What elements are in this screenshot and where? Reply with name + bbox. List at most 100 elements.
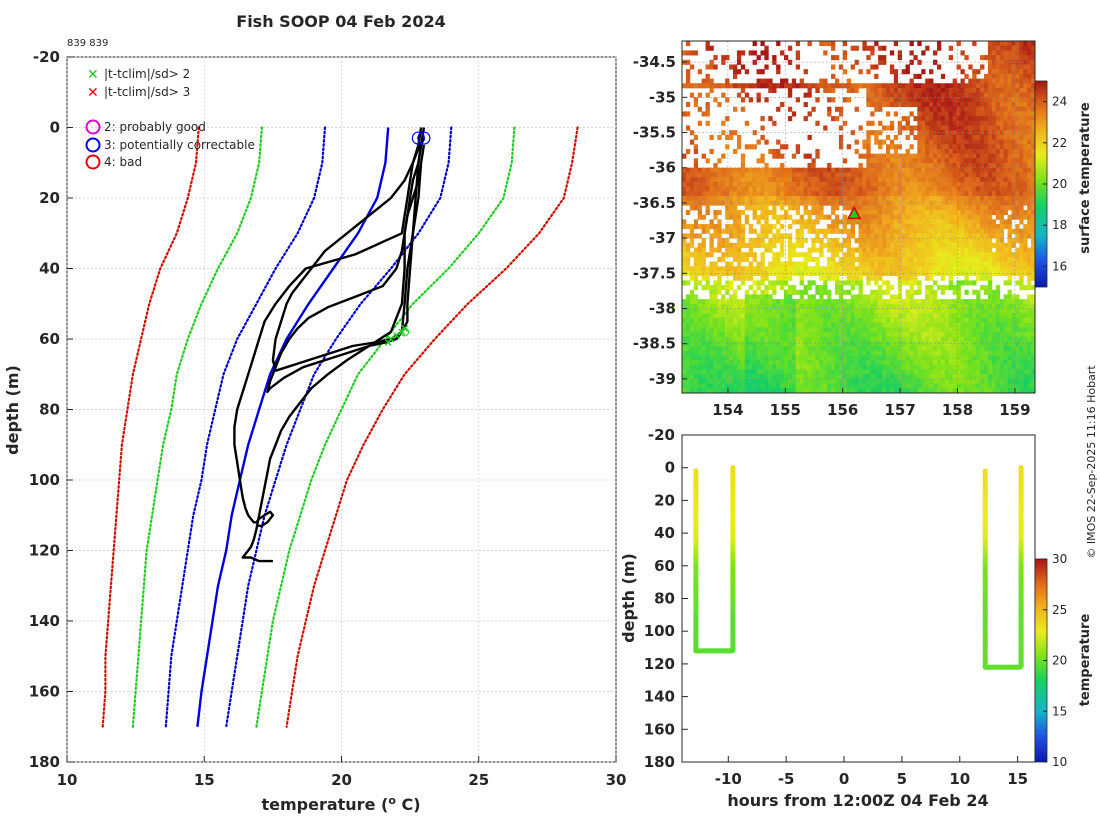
- sst-cell: [783, 364, 789, 370]
- sst-cell: [685, 327, 691, 333]
- sst-cell: [925, 167, 930, 173]
- sst-cell: [858, 336, 863, 342]
- sst-cell: [960, 172, 965, 178]
- sst-cell: [705, 346, 710, 352]
- sst-cell: [885, 256, 891, 262]
- sst-cell: [960, 303, 965, 309]
- sst-cell: [964, 134, 969, 140]
- sst-cell: [693, 83, 699, 89]
- sst-cell: [709, 331, 714, 338]
- sst-cell: [744, 195, 750, 201]
- sst-cell: [987, 364, 993, 370]
- sst-cell: [705, 111, 710, 117]
- sst-cell: [842, 374, 848, 380]
- sst-cell: [791, 177, 797, 183]
- sst-cell: [925, 195, 930, 201]
- sst-cell: [897, 97, 903, 103]
- sst-cell: [972, 252, 977, 258]
- sst-cell: [991, 252, 997, 258]
- sst-cell: [795, 233, 801, 239]
- sst-cell: [952, 303, 957, 309]
- sst-cell: [748, 261, 753, 267]
- sst-cell: [776, 153, 781, 159]
- sst-cell: [799, 233, 804, 239]
- sst-cell: [823, 191, 828, 197]
- sst-cell: [795, 195, 801, 201]
- sst-cell: [740, 256, 746, 262]
- sst-cell: [893, 41, 899, 47]
- sst-cell: [811, 219, 816, 225]
- sst-cell: [772, 83, 777, 89]
- sst-cell: [697, 308, 703, 314]
- sst-cell: [925, 45, 930, 51]
- sst-cell: [721, 228, 726, 234]
- sst-cell: [870, 228, 875, 234]
- sst-cell: [968, 125, 973, 131]
- sst-cell: [1011, 238, 1016, 244]
- sst-cell: [889, 364, 895, 370]
- sst-cell: [689, 177, 695, 183]
- sst-cell: [827, 303, 832, 309]
- profile-y-tick-label: 140: [29, 612, 60, 630]
- sst-cell: [685, 266, 691, 272]
- sst-cell: [787, 294, 793, 300]
- sst-cell: [936, 331, 942, 338]
- sst-cell: [729, 224, 734, 230]
- sst-cell: [791, 327, 797, 333]
- sst-cell: [862, 317, 867, 323]
- sst-cell: [1015, 64, 1020, 70]
- sst-cell: [838, 261, 844, 267]
- sst-cell: [803, 186, 808, 192]
- sst-cell: [921, 181, 926, 187]
- sst-cell: [682, 186, 687, 192]
- sst-cell: [803, 346, 808, 352]
- sst-cell: [964, 364, 969, 370]
- sst-cell: [780, 195, 785, 201]
- sst-cell: [882, 355, 887, 361]
- sst-cell: [1011, 102, 1016, 108]
- sst-cell: [913, 364, 918, 370]
- sst-cell: [701, 331, 706, 338]
- sst-cell: [1011, 364, 1016, 370]
- sst-cell: [842, 181, 848, 187]
- sst-cell: [760, 191, 765, 197]
- sst-cell: [1015, 322, 1020, 328]
- sst-cell: [768, 294, 773, 300]
- sst-cell: [1007, 177, 1012, 183]
- sst-cell: [834, 280, 840, 286]
- sst-cell: [885, 355, 891, 361]
- sst-cell: [811, 172, 816, 178]
- sst-cell: [909, 322, 914, 328]
- sst-cell: [925, 256, 930, 262]
- sst-cell: [917, 247, 922, 253]
- sst-cell: [807, 209, 812, 216]
- sst-cell: [921, 313, 926, 319]
- sst-cell: [823, 350, 828, 356]
- sst-cell: [870, 336, 875, 342]
- sst-cell: [976, 242, 981, 248]
- sst-cell: [995, 55, 1001, 61]
- sst-cell: [697, 252, 703, 258]
- sst-cell: [827, 289, 832, 295]
- sst-cell: [984, 355, 989, 361]
- sst-cell: [744, 256, 750, 262]
- sst-cell: [748, 303, 753, 309]
- sst-cell: [834, 55, 840, 61]
- sst-cell: [846, 346, 852, 352]
- sst-cell: [995, 252, 1001, 258]
- sst-cell: [850, 87, 855, 94]
- sst-cell: [780, 102, 785, 108]
- sst-cell: [725, 144, 730, 150]
- sst-cell: [866, 45, 871, 51]
- sst-cell: [1023, 148, 1028, 155]
- sst-cell: [972, 336, 977, 342]
- sst-cell: [780, 186, 785, 192]
- sst-cell: [866, 120, 871, 126]
- sst-cell: [984, 331, 989, 338]
- sst-cell: [858, 247, 863, 253]
- sst-cell: [995, 87, 1001, 94]
- sst-cell: [882, 350, 887, 356]
- sst-cell: [823, 228, 828, 234]
- sst-cell: [783, 214, 789, 220]
- sst-cell: [819, 181, 824, 187]
